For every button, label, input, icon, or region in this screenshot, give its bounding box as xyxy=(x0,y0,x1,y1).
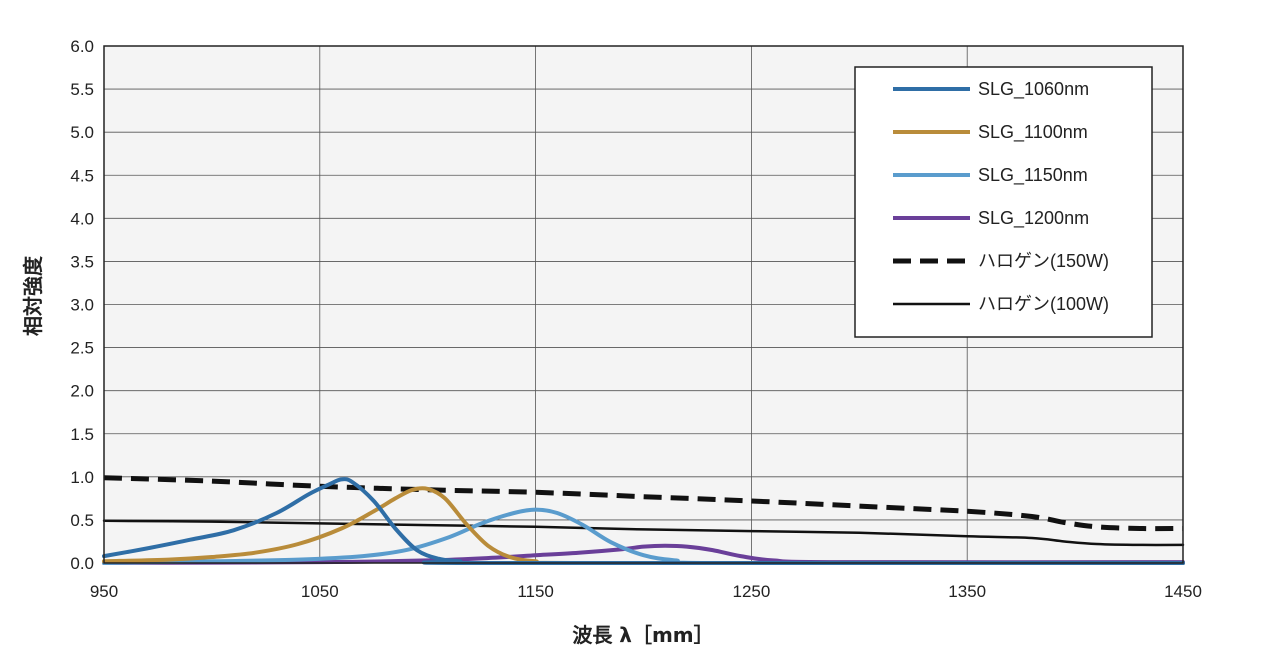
plot-border xyxy=(103,45,1184,564)
legend-box xyxy=(854,66,1153,338)
x-axis: 950 1050 1150 1250 1350 1450 xyxy=(90,582,1202,601)
legend-label: SLG_1100nm xyxy=(978,122,1088,143)
y-tick-label: 5.0 xyxy=(70,123,94,142)
y-tick-label: 0.0 xyxy=(70,554,94,573)
y-tick-label: 3.0 xyxy=(70,296,94,315)
y-tick-label: 4.0 xyxy=(70,209,94,228)
y-tick-label: 6.0 xyxy=(70,37,94,56)
y-tick-label: 3.5 xyxy=(70,252,94,271)
x-tick-label: 1050 xyxy=(301,582,339,601)
x-tick-label: 1250 xyxy=(732,582,770,601)
legend-label: ハロゲン(150W) xyxy=(978,251,1109,271)
y-tick-label: 1.5 xyxy=(70,425,94,444)
y-tick-label: 2.5 xyxy=(70,339,94,358)
legend-label: SLG_1060nm xyxy=(978,79,1089,100)
legend-label: ハロゲン(100W) xyxy=(978,294,1109,314)
x-tick-label: 1350 xyxy=(948,582,986,601)
y-tick-label: 2.0 xyxy=(70,382,94,401)
x-tick-label: 1450 xyxy=(1164,582,1202,601)
series-line xyxy=(103,475,1184,532)
y-tick-label: 0.5 xyxy=(70,511,94,530)
y-tick-label: 4.5 xyxy=(70,166,94,185)
x-tick-label: 1150 xyxy=(517,582,554,601)
legend: SLG_1060nm SLG_1100nm SLG_1150nm SLG_1200nm… xyxy=(854,66,1153,338)
y-tick-label: 5.5 xyxy=(70,80,94,99)
y-axis: 0.0 0.5 1.0 1.5 2.0 2.5 3.0 3.5 4.0 4.5 5.0 5.5 6.0 xyxy=(70,37,94,573)
series-line xyxy=(102,519,1185,547)
y-axis-title: 相対強度 xyxy=(21,255,45,336)
x-axis-title: 波長 λ［mm］ xyxy=(572,623,713,647)
x-tick-label: 950 xyxy=(90,582,118,601)
legend-label: SLG_1150nm xyxy=(978,165,1088,186)
legend-label: SLG_1200nm xyxy=(978,208,1089,229)
y-tick-label: 1.0 xyxy=(70,468,94,487)
